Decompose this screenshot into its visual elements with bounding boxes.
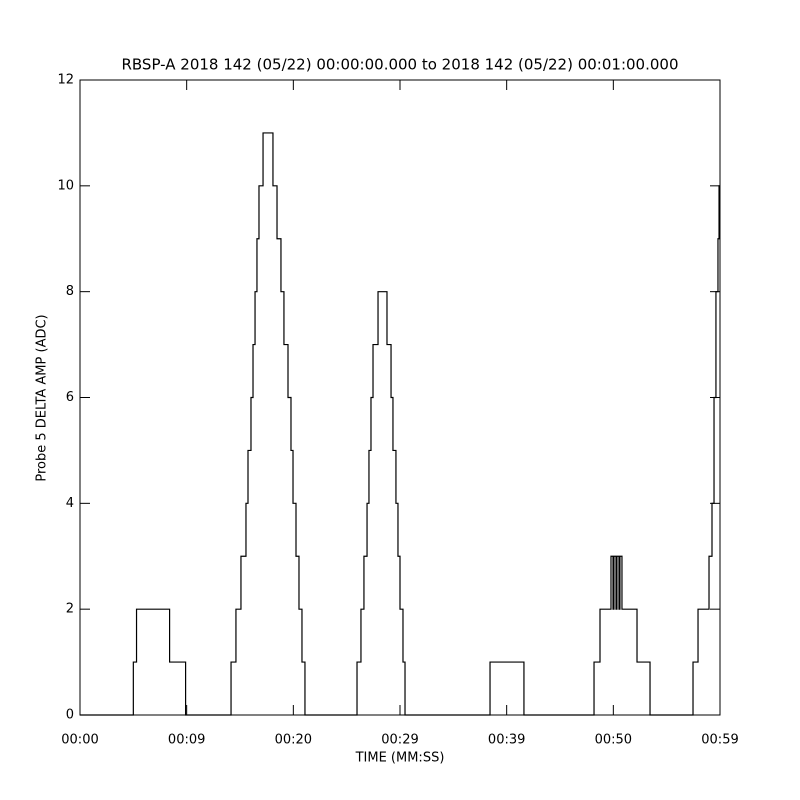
x-tick-label: 00:50 (595, 733, 632, 748)
x-tick-label: 00:39 (488, 733, 525, 748)
y-tick-label: 12 (57, 73, 74, 88)
y-tick-label: 10 (57, 178, 74, 193)
y-tick-label: 6 (66, 390, 74, 405)
x-tick-label: 00:29 (381, 733, 418, 748)
x-tick-label: 00:59 (701, 733, 738, 748)
plot-frame (79, 79, 721, 716)
y-axis-label: Probe 5 DELTA AMP (ADC) (35, 314, 50, 481)
y-tick-label: 4 (66, 496, 74, 511)
x-tick-label: 00:20 (275, 733, 312, 748)
y-tick-label: 8 (66, 284, 74, 299)
y-tick-label: 0 (66, 708, 74, 723)
x-axis-label: TIME (MM:SS) (355, 751, 445, 766)
chart-title: RBSP-A 2018 142 (05/22) 00:00:00.000 to … (121, 56, 678, 74)
data-line (80, 132, 720, 716)
x-tick-label: 00:00 (61, 733, 98, 748)
x-tick-label: 00:09 (168, 733, 205, 748)
y-tick-label: 2 (66, 602, 74, 617)
